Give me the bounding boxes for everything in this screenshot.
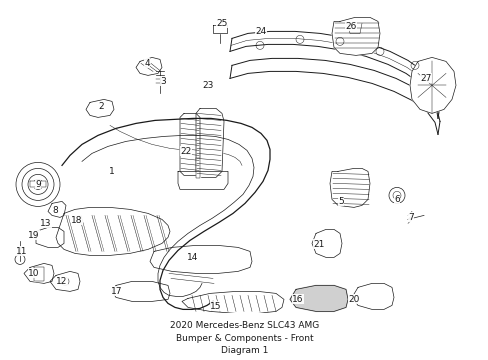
Polygon shape <box>196 108 224 177</box>
Polygon shape <box>213 26 226 33</box>
Polygon shape <box>351 283 393 309</box>
Text: 5: 5 <box>337 197 343 206</box>
Text: 27: 27 <box>420 74 431 83</box>
Text: 20: 20 <box>347 295 359 304</box>
Text: 4: 4 <box>144 59 149 68</box>
Polygon shape <box>329 168 369 207</box>
Text: 2020 Mercedes-Benz SLC43 AMG
Bumper & Components - Front
Diagram 1: 2020 Mercedes-Benz SLC43 AMG Bumper & Co… <box>169 321 319 355</box>
Text: 14: 14 <box>187 253 198 262</box>
Polygon shape <box>34 267 44 282</box>
Polygon shape <box>50 271 80 291</box>
Polygon shape <box>136 57 162 75</box>
Polygon shape <box>180 113 200 175</box>
Polygon shape <box>196 158 200 179</box>
Text: 6: 6 <box>393 195 399 204</box>
Polygon shape <box>48 201 66 217</box>
Polygon shape <box>56 207 170 255</box>
Text: 19: 19 <box>28 231 40 240</box>
Text: 11: 11 <box>16 247 28 256</box>
Text: 2: 2 <box>98 102 103 111</box>
Polygon shape <box>30 181 46 188</box>
Text: 23: 23 <box>202 81 213 90</box>
Polygon shape <box>331 17 379 55</box>
Polygon shape <box>289 285 347 311</box>
Polygon shape <box>409 57 455 113</box>
Text: 15: 15 <box>210 302 221 311</box>
Text: 7: 7 <box>407 213 413 222</box>
Text: 3: 3 <box>160 77 165 86</box>
Text: 8: 8 <box>52 206 58 215</box>
Text: 12: 12 <box>56 277 67 286</box>
Polygon shape <box>178 171 227 189</box>
Text: 25: 25 <box>216 19 227 28</box>
Text: 10: 10 <box>28 269 40 278</box>
Text: 26: 26 <box>345 22 356 31</box>
Text: 17: 17 <box>111 287 122 296</box>
Text: 22: 22 <box>180 147 191 156</box>
Text: 24: 24 <box>255 27 266 36</box>
Polygon shape <box>311 229 341 257</box>
Polygon shape <box>112 282 170 301</box>
Polygon shape <box>150 246 251 273</box>
Polygon shape <box>36 228 64 247</box>
Text: 16: 16 <box>292 295 303 304</box>
Polygon shape <box>86 99 114 117</box>
Text: 21: 21 <box>313 240 324 249</box>
Text: 13: 13 <box>40 219 52 228</box>
Polygon shape <box>182 291 284 314</box>
Text: 18: 18 <box>71 216 82 225</box>
Text: 9: 9 <box>35 180 41 189</box>
Polygon shape <box>24 264 54 283</box>
Text: 1: 1 <box>109 167 115 176</box>
